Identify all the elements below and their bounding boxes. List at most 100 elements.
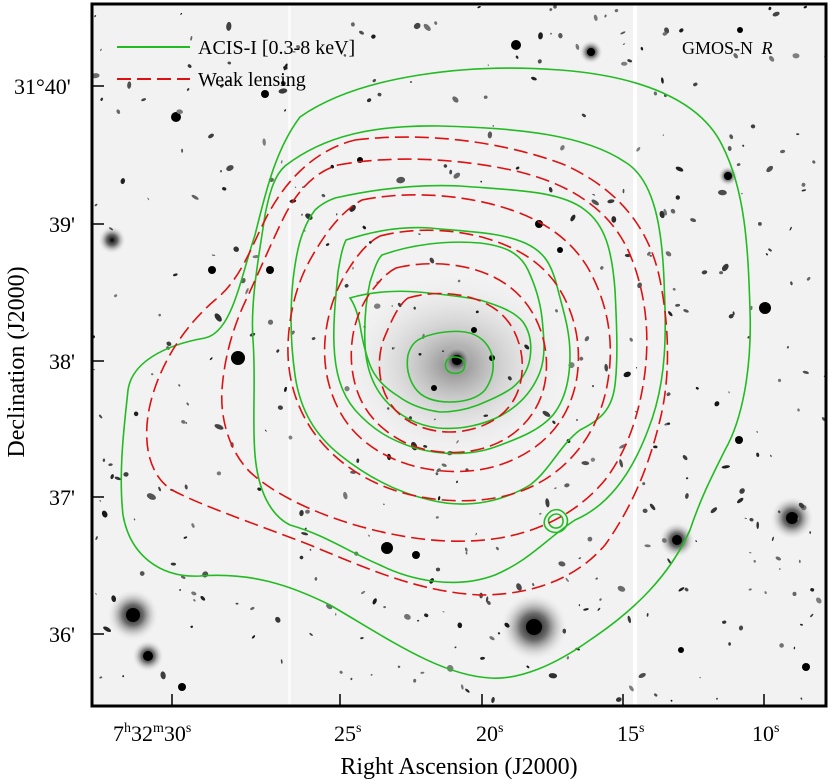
y-tick-label: 31°40' (14, 74, 71, 99)
faint-galaxy (765, 253, 768, 256)
faint-galaxy (487, 131, 493, 139)
y-tick-label: 36' (49, 622, 75, 647)
faint-galaxy (314, 577, 318, 581)
faint-galaxy (296, 45, 301, 49)
faint-galaxy (480, 180, 483, 183)
faint-galaxy (592, 193, 596, 196)
faint-galaxy (386, 407, 390, 410)
faint-galaxy (350, 677, 353, 681)
faint-galaxy (719, 271, 724, 275)
faint-galaxy (437, 496, 441, 501)
faint-galaxy (792, 591, 797, 596)
faint-galaxy (739, 488, 745, 494)
faint-galaxy (587, 536, 593, 542)
faint-galaxy (109, 227, 114, 231)
faint-galaxy (604, 363, 609, 372)
faint-galaxy (718, 189, 727, 196)
faint-galaxy (477, 6, 481, 9)
faint-galaxy (737, 497, 744, 504)
faint-galaxy (95, 592, 97, 595)
faint-galaxy (226, 80, 231, 83)
faint-galaxy (531, 76, 537, 81)
faint-galaxy (100, 97, 104, 101)
faint-galaxy (102, 458, 106, 462)
faint-galaxy (566, 656, 570, 660)
faint-galaxy (158, 313, 161, 317)
faint-galaxy (798, 559, 801, 563)
faint-galaxy (699, 676, 701, 679)
faint-galaxy (99, 676, 103, 679)
faint-galaxy (491, 696, 495, 704)
faint-galaxy (94, 203, 98, 207)
faint-galaxy (672, 287, 676, 291)
faint-galaxy (453, 172, 461, 179)
faint-galaxy (190, 35, 193, 41)
faint-galaxy (624, 253, 631, 258)
faint-galaxy (662, 134, 664, 136)
faint-galaxy (668, 311, 673, 317)
faint-galaxy (578, 557, 582, 560)
x-tick-label: 15s (617, 721, 644, 746)
faint-galaxy (99, 499, 102, 502)
faint-galaxy (435, 567, 441, 572)
faint-galaxy (604, 14, 607, 18)
faint-galaxy (413, 22, 421, 30)
faint-galaxy (629, 337, 633, 342)
faint-galaxy (166, 341, 172, 347)
faint-galaxy (219, 170, 223, 173)
faint-galaxy (801, 182, 806, 187)
faint-galaxy (284, 386, 287, 392)
faint-galaxy (575, 43, 580, 50)
faint-galaxy (435, 472, 439, 476)
faint-galaxy (770, 454, 772, 458)
faint-galaxy (806, 276, 811, 281)
faint-galaxy (383, 503, 385, 506)
faint-galaxy (216, 471, 222, 476)
faint-galaxy (377, 92, 382, 97)
faint-galaxy (370, 674, 373, 676)
x-tick-labels: 7h32m30s 25s 20s 15s 10s (113, 721, 779, 746)
faint-galaxy (733, 53, 738, 59)
faint-galaxy (497, 632, 501, 635)
faint-galaxy (404, 613, 411, 620)
faint-galaxy (721, 465, 730, 469)
faint-galaxy (187, 64, 192, 68)
x-axis-title: Right Ascension (J2000) (340, 754, 577, 780)
faint-galaxy (339, 670, 343, 674)
faint-galaxy (492, 125, 494, 127)
faint-galaxy (548, 673, 558, 679)
faint-galaxy (170, 562, 177, 566)
faint-galaxy (123, 472, 129, 477)
faint-galaxy (369, 241, 372, 244)
faint-galaxy (504, 622, 510, 628)
faint-galaxy (465, 688, 470, 693)
faint-galaxy (180, 575, 186, 579)
faint-galaxy (526, 665, 530, 669)
faint-galaxy (227, 61, 232, 65)
faint-galaxy (397, 665, 401, 668)
faint-galaxy (371, 34, 376, 39)
faint-galaxy (288, 435, 293, 440)
faint-galaxy (558, 33, 563, 39)
faint-galaxy (95, 536, 98, 541)
faint-galaxy (721, 263, 729, 272)
faint-galaxy (111, 595, 117, 603)
faint-galaxy (251, 635, 256, 639)
faint-galaxy (615, 697, 622, 702)
faint-galaxy (803, 5, 808, 9)
faint-galaxy (552, 420, 556, 425)
faint-galaxy (591, 199, 599, 206)
lensing-contours (145, 136, 669, 596)
faint-galaxy (278, 88, 288, 94)
faint-galaxy (653, 445, 658, 449)
faint-galaxy (410, 81, 412, 83)
faint-galaxy (299, 510, 304, 517)
faint-galaxy (622, 43, 626, 45)
faint-galaxy (581, 461, 590, 466)
faint-galaxy (429, 257, 435, 264)
faint-galaxy (638, 672, 646, 679)
faint-galaxy (454, 646, 457, 649)
faint-galaxy (798, 502, 805, 509)
faint-galaxy (418, 233, 421, 235)
faint-galaxy (94, 15, 97, 18)
